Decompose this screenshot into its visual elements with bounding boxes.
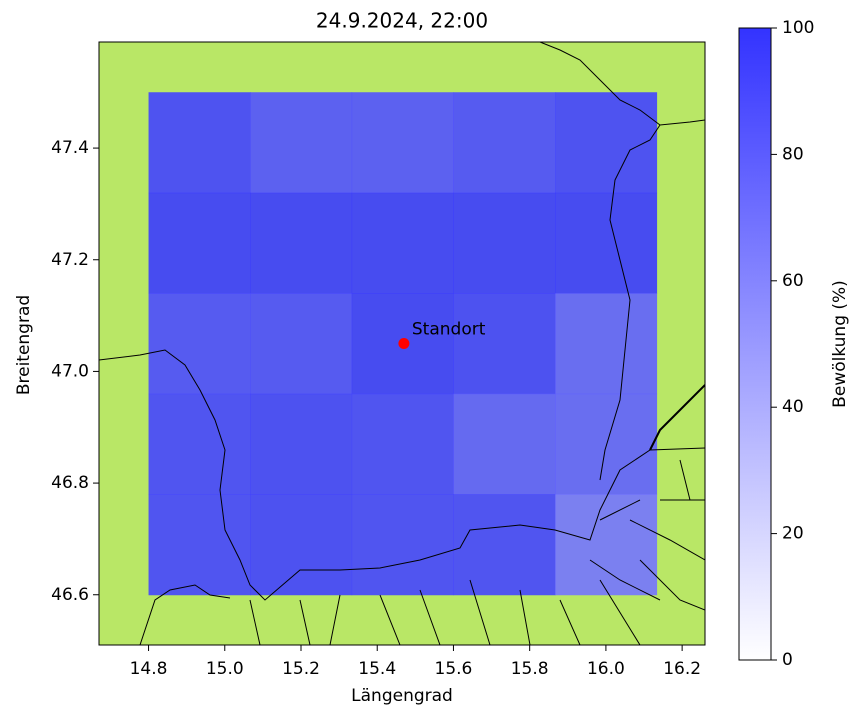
heatmap-cell	[250, 494, 353, 596]
colorbar	[738, 27, 772, 661]
heatmap-cell	[148, 494, 251, 596]
x-tick-label: 16.0	[587, 659, 625, 679]
heatmap-cell	[351, 393, 454, 495]
heatmap-cell	[351, 494, 454, 596]
heatmap-cell	[250, 393, 353, 495]
x-tick-label: 15.0	[206, 659, 244, 679]
colorbar-tick-label: 0	[782, 650, 793, 670]
heatmap-cell	[351, 192, 454, 294]
colorbar-tick-label: 40	[782, 397, 804, 417]
y-tick-label: 47.2	[51, 250, 89, 270]
heatmap-cell	[453, 393, 556, 495]
heatmap-cell	[453, 293, 556, 395]
heatmap-cell	[453, 192, 556, 294]
colorbar-label: Bewölkung (%)	[830, 280, 850, 408]
heatmap-cell	[250, 293, 353, 395]
heatmap-cell	[453, 92, 556, 194]
heatmap-cell	[555, 92, 658, 194]
heatmap-cell	[148, 293, 251, 395]
heatmap-cell	[555, 192, 658, 294]
x-axis-label: Längengrad	[351, 686, 453, 706]
heatmap-cell	[148, 393, 251, 495]
heatmap-cell	[250, 192, 353, 294]
x-tick-label: 15.8	[511, 659, 549, 679]
heatmap-cell	[555, 494, 658, 596]
heatmap-cell	[250, 92, 353, 194]
x-tick-label: 15.6	[435, 659, 473, 679]
colorbar-tick-label: 80	[782, 144, 804, 164]
colorbar-tick-label: 100	[782, 18, 814, 38]
y-tick-label: 47.0	[51, 361, 89, 381]
map-borders	[99, 42, 705, 645]
x-tick-label: 15.4	[358, 659, 396, 679]
location-point	[398, 338, 410, 349]
heatmap-cell	[351, 92, 454, 194]
colorbar-tick-label: 60	[782, 271, 804, 291]
heatmap-cell	[453, 494, 556, 596]
heatmap-cell	[148, 92, 251, 194]
colorbar-tick-label: 20	[782, 524, 804, 544]
heatmap	[148, 92, 658, 596]
x-tick-label: 16.2	[663, 659, 701, 679]
heatmap-cell	[148, 192, 251, 294]
heatmap-cell	[555, 393, 658, 495]
x-tick-label: 14.8	[130, 659, 168, 679]
y-tick-label: 47.4	[51, 138, 89, 158]
chart-title: 24.9.2024, 22:00	[316, 9, 488, 33]
heatmap-cell	[555, 293, 658, 395]
y-tick-label: 46.6	[51, 585, 89, 605]
location-label: Standort	[412, 320, 486, 340]
plot-frame	[98, 41, 706, 646]
x-tick-label: 15.2	[282, 659, 320, 679]
y-tick-label: 46.8	[51, 473, 89, 493]
y-axis-label: Breitengrad	[14, 295, 34, 395]
